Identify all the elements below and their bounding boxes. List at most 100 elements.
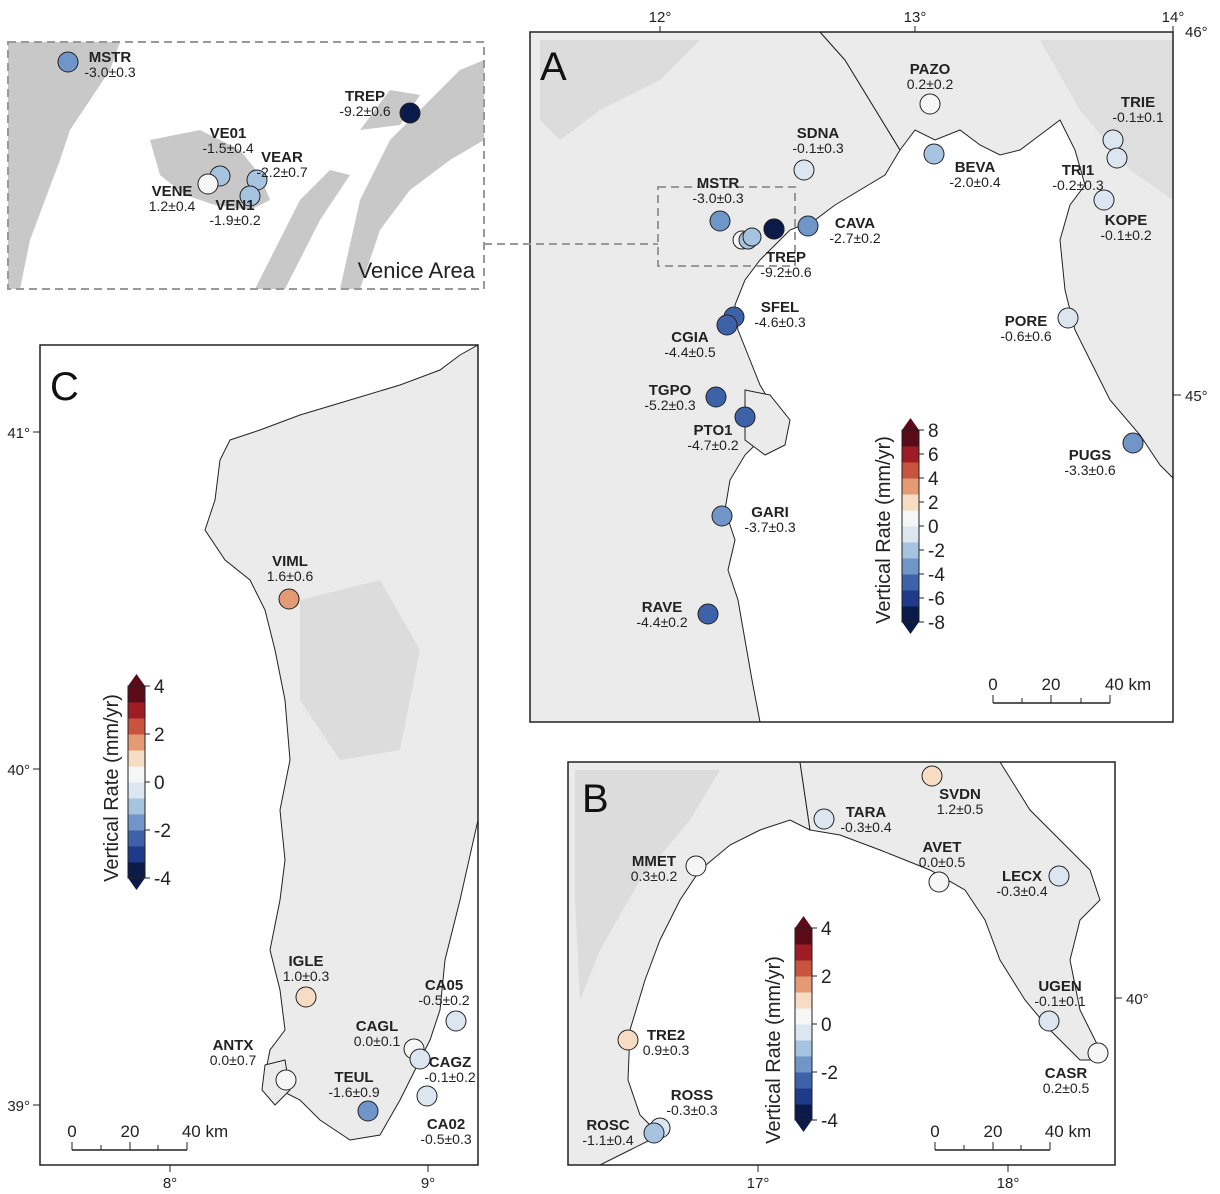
station-lecx[interactable]: LECX-0.3±0.4 <box>996 865 1070 899</box>
inset-land-cavallino <box>340 60 484 289</box>
station-pugs[interactable]: PUGS-3.3±0.6 <box>1064 432 1144 478</box>
station-marker[interactable] <box>1093 189 1115 211</box>
station-marker[interactable] <box>57 51 79 73</box>
station-pore[interactable]: PORE-0.6±0.6 <box>1000 307 1079 344</box>
station-marker[interactable] <box>1106 147 1128 169</box>
station-kope[interactable]: KOPE-0.1±0.2 <box>1093 189 1152 243</box>
station-cava[interactable]: CAVA-2.7±0.2 <box>797 215 881 246</box>
station-marker[interactable] <box>716 314 738 336</box>
station-marker[interactable] <box>921 765 943 787</box>
panel-a-lon-tick: 14° <box>1162 9 1185 26</box>
station-pto1[interactable]: PTO1-4.7±0.2 <box>687 406 756 453</box>
station-ven1[interactable]: VEN1-1.9±0.2 <box>209 185 261 228</box>
station-cagz[interactable]: CAGZ-0.1±0.2 <box>409 1048 476 1085</box>
station-tri1[interactable]: TRI1-0.2±0.3 <box>1052 147 1128 193</box>
station-marker-cluster[interactable] <box>742 227 762 247</box>
station-marker[interactable] <box>357 1100 379 1122</box>
station-trie[interactable]: TRIE-0.1±0.1 <box>1102 94 1164 151</box>
station-beva[interactable]: BEVA-2.0±0.4 <box>923 143 1001 190</box>
station-marker[interactable] <box>295 986 317 1008</box>
station-rave[interactable]: RAVE-4.4±0.2 <box>636 599 719 630</box>
station-marker[interactable] <box>399 102 421 124</box>
station-vear[interactable]: VEAR-2.2±0.7 <box>246 149 308 191</box>
station-gari[interactable]: GARI-3.7±0.3 <box>711 504 796 535</box>
station-rosc[interactable]: ROSC-1.1±0.4 <box>582 1117 665 1148</box>
station-marker[interactable] <box>1102 129 1124 151</box>
panel-a-lat-tick: 45° <box>1185 388 1208 405</box>
colorbar-segment <box>128 846 145 863</box>
station-teul[interactable]: TEUL-1.6±0.9 <box>328 1069 380 1122</box>
station-marker[interactable] <box>416 1085 438 1107</box>
station-marker[interactable] <box>705 386 727 408</box>
station-marker[interactable] <box>709 210 731 232</box>
station-trep[interactable]: TREP-9.2±0.6 <box>339 88 421 124</box>
station-marker[interactable] <box>813 808 835 830</box>
station-marker[interactable] <box>919 93 941 115</box>
station-name: SDNA <box>797 125 840 142</box>
station-ve01[interactable]: VE01-1.5±0.4 <box>202 125 254 187</box>
station-marker[interactable] <box>1087 1042 1109 1064</box>
station-sdna[interactable]: SDNA-0.1±0.3 <box>792 125 844 181</box>
station-marker[interactable] <box>1048 865 1070 887</box>
station-sfel[interactable]: SFEL-4.6±0.3 <box>723 299 806 330</box>
station-marker[interactable] <box>445 1010 467 1032</box>
station-marker[interactable] <box>685 855 707 877</box>
station-marker[interactable] <box>239 185 261 207</box>
station-marker[interactable] <box>697 603 719 625</box>
colorbar-segment <box>128 750 145 767</box>
station-name: PUGS <box>1069 447 1112 464</box>
station-marker-trep-top[interactable] <box>763 218 785 240</box>
station-mstr[interactable]: MSTR-3.0±0.3 <box>57 49 136 80</box>
station-tgpo[interactable]: TGPO-5.2±0.3 <box>644 382 727 413</box>
station-marker[interactable] <box>1057 307 1079 329</box>
station-marker[interactable] <box>793 159 815 181</box>
station-name: BEVA <box>955 159 996 176</box>
station-marker[interactable] <box>409 1048 431 1070</box>
station-marker[interactable] <box>1038 1010 1060 1032</box>
panel-b-colorbar: 4 2 0 -2 -4 <box>794 916 838 1132</box>
colorbar-segment <box>795 1024 812 1041</box>
station-name: LECX <box>1002 868 1042 885</box>
colorbar-segment <box>902 494 919 511</box>
station-marker[interactable] <box>197 173 219 195</box>
station-marker[interactable] <box>643 1122 665 1144</box>
station-ugen[interactable]: UGEN-0.1±0.1 <box>1034 978 1086 1032</box>
station-ross[interactable]: ROSS-0.3±0.3 <box>649 1087 718 1139</box>
station-rate: -0.1±0.2 <box>424 1069 475 1085</box>
colorbar-segment <box>795 928 812 945</box>
station-name: UGEN <box>1038 978 1081 995</box>
station-mstr[interactable]: MSTR-3.0±0.3 <box>692 175 744 232</box>
station-marker[interactable] <box>797 215 819 237</box>
station-tara[interactable]: TARA-0.3±0.4 <box>813 804 892 835</box>
station-marker[interactable] <box>923 143 945 165</box>
colorbar-tick-label: -6 <box>928 589 945 610</box>
colorbar-segment <box>902 558 919 575</box>
station-marker[interactable] <box>617 1029 639 1051</box>
station-cgia[interactable]: CGIA-4.4±0.5 <box>664 314 738 360</box>
scale-label: 20 <box>1042 675 1061 694</box>
station-ca02[interactable]: CA02-0.5±0.3 <box>416 1085 472 1147</box>
station-marker[interactable] <box>928 871 950 893</box>
station-marker[interactable] <box>275 1069 297 1091</box>
station-rate: -0.5±0.2 <box>418 992 469 1008</box>
panel-c: 8° 9° 41° 40° 39° C 420-2-4 Vertical Rat… <box>7 344 479 1192</box>
panel-c-colorbar: 4 2 0 -2 -4 <box>127 674 171 890</box>
panel-b-lon-tick: 18° <box>997 1175 1020 1192</box>
station-ca05[interactable]: CA05-0.5±0.2 <box>418 977 470 1032</box>
station-marker[interactable] <box>734 406 756 428</box>
station-rate: 1.6±0.6 <box>267 568 314 584</box>
station-marker[interactable] <box>711 505 733 527</box>
station-marker[interactable] <box>1122 432 1144 454</box>
station-marker[interactable] <box>278 588 300 610</box>
